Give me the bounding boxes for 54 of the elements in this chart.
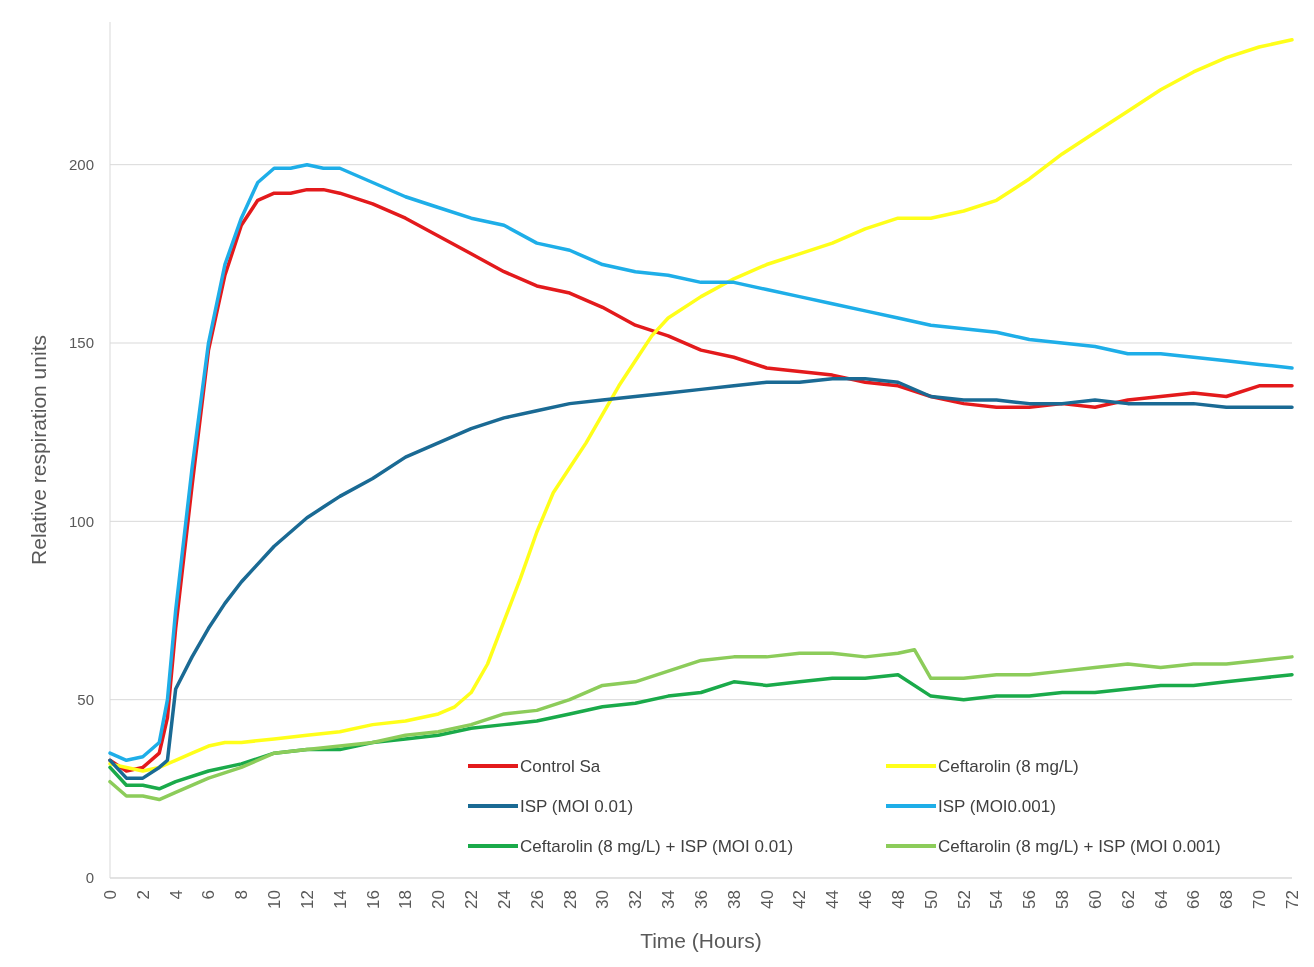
x-tick-label: 46 [856,890,876,909]
x-tick-label: 10 [265,890,285,909]
x-tick-label: 40 [757,890,777,909]
y-tick-label: 100 [68,512,94,530]
x-tick-label: 48 [888,890,908,909]
x-tick-label: 16 [363,890,383,909]
x-tick-label: 70 [1250,890,1270,909]
x-tick-label: 38 [724,890,744,909]
x-tick-label: 18 [396,890,416,909]
x-tick-label: 58 [1053,890,1073,909]
legend-label: ISP (MOI0.001) [938,796,1056,816]
x-tick-label: 24 [494,890,514,909]
x-tick-label: 56 [1020,890,1040,909]
x-tick-label: 8 [232,890,252,900]
x-tick-label: 42 [790,890,810,909]
x-tick-label: 20 [429,890,449,909]
legend-label: Ceftarolin (8 mg/L) + ISP (MOI 0.01) [520,836,794,856]
x-tick-label: 50 [921,890,941,909]
line-series [108,376,1294,780]
y-axis-title: Relative respiration units [27,335,50,565]
x-tick-label: 72 [1282,890,1302,909]
x-tick-label: 44 [823,890,843,909]
y-tick-label: 50 [77,690,94,708]
legend-label: Ceftarolin (8 mg/L) + ISP (MOI 0.001) [938,836,1221,856]
x-tick-label: 0 [100,890,120,900]
x-tick-label: 64 [1151,890,1171,909]
y-tick-label: 150 [68,334,94,352]
x-tick-label: 30 [593,890,613,909]
y-tick-label: 0 [85,869,94,887]
y-tick-label: 200 [68,155,94,173]
legend-label: Control Sa [520,756,601,776]
legend-label: Ceftarolin (8 mg/L) [938,756,1079,776]
x-tick-label: 26 [527,890,547,909]
x-axis-title: Time (Hours) [640,929,762,952]
x-tick-label: 52 [954,890,974,909]
legend-label: ISP (MOI 0.01) [520,796,634,816]
line-series [108,647,1294,802]
x-tick-label: 34 [659,890,679,909]
x-tick-label: 36 [691,890,711,909]
x-tick-label: 54 [987,890,1007,909]
x-tick-label: 4 [166,890,186,900]
x-tick-label: 12 [297,890,317,909]
x-tick-label: 22 [462,890,482,909]
x-tick-label: 62 [1118,890,1138,909]
x-tick-label: 60 [1085,890,1105,909]
x-tick-label: 32 [626,890,646,909]
line-series [108,38,1294,773]
x-tick-label: 2 [133,890,153,900]
x-tick-label: 14 [330,890,350,909]
line-series [108,672,1294,791]
x-tick-label: 68 [1217,890,1237,909]
x-tick-label: 6 [199,890,219,900]
x-tick-label: 66 [1184,890,1204,909]
x-tick-label: 28 [560,890,580,909]
